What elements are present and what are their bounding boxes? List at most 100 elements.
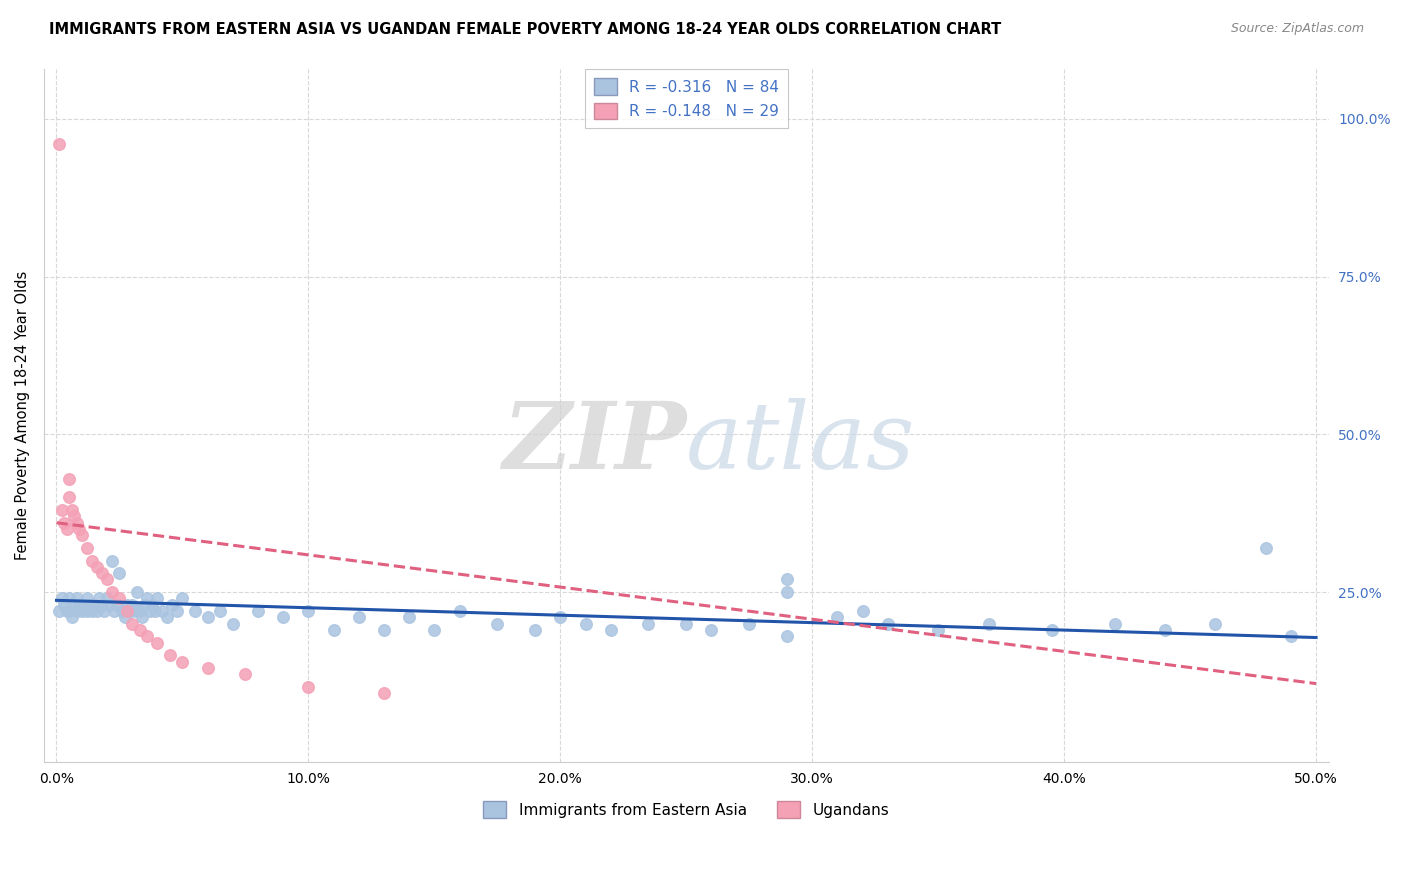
Point: [150, 604, 173, 618]
Point: [138, 604, 160, 618]
Point: [48, 604, 70, 618]
Point: [297, 604, 319, 618]
Point: [66, 604, 89, 618]
Point: [1154, 623, 1177, 637]
Point: [637, 616, 659, 631]
Point: [143, 604, 166, 618]
Point: [373, 623, 395, 637]
Point: [373, 686, 395, 700]
Point: [128, 604, 150, 618]
Point: [146, 635, 169, 649]
Point: [60, 610, 83, 624]
Point: [449, 604, 471, 618]
Point: [136, 629, 159, 643]
Point: [55, 522, 77, 536]
Point: [322, 623, 344, 637]
Point: [124, 604, 146, 618]
Point: [166, 604, 188, 618]
Point: [197, 661, 219, 675]
Point: [209, 604, 232, 618]
Point: [574, 616, 596, 631]
Point: [51, 591, 73, 606]
Point: [86, 604, 108, 618]
Point: [738, 616, 761, 631]
Point: [53, 516, 76, 530]
Point: [1104, 616, 1126, 631]
Point: [347, 610, 370, 624]
Point: [73, 598, 96, 612]
Point: [67, 598, 90, 612]
Point: [115, 598, 138, 612]
Point: [93, 604, 115, 618]
Point: [86, 560, 108, 574]
Point: [827, 610, 849, 624]
Point: [70, 528, 93, 542]
Point: [146, 591, 169, 606]
Point: [235, 667, 257, 681]
Point: [58, 604, 80, 618]
Point: [128, 623, 150, 637]
Point: [550, 610, 572, 624]
Point: [162, 598, 184, 612]
Point: [1254, 541, 1277, 555]
Point: [977, 616, 1000, 631]
Point: [118, 604, 141, 618]
Point: [297, 680, 319, 694]
Point: [67, 522, 90, 536]
Text: atlas: atlas: [686, 398, 915, 488]
Text: ZIP: ZIP: [502, 398, 686, 488]
Point: [90, 566, 112, 581]
Point: [184, 604, 207, 618]
Point: [108, 566, 131, 581]
Point: [131, 610, 153, 624]
Point: [398, 610, 420, 624]
Point: [98, 598, 121, 612]
Point: [197, 610, 219, 624]
Point: [121, 616, 143, 631]
Point: [70, 604, 93, 618]
Point: [1279, 629, 1302, 643]
Point: [66, 516, 89, 530]
Point: [524, 623, 547, 637]
Point: [134, 598, 156, 612]
Point: [58, 591, 80, 606]
Point: [76, 604, 98, 618]
Point: [172, 655, 194, 669]
Point: [80, 553, 103, 567]
Point: [77, 598, 100, 612]
Point: [96, 573, 118, 587]
Point: [53, 598, 76, 612]
Point: [66, 591, 89, 606]
Point: [247, 604, 270, 618]
Point: [1204, 616, 1226, 631]
Point: [776, 585, 799, 599]
Point: [156, 610, 179, 624]
Point: [1040, 623, 1063, 637]
Point: [58, 472, 80, 486]
Point: [172, 591, 194, 606]
Point: [423, 623, 446, 637]
Point: [105, 598, 128, 612]
Point: [700, 623, 723, 637]
Point: [58, 491, 80, 505]
Point: [80, 604, 103, 618]
Point: [90, 598, 112, 612]
Point: [127, 585, 149, 599]
Point: [76, 591, 98, 606]
Point: [271, 610, 294, 624]
Point: [159, 648, 181, 663]
Point: [108, 591, 131, 606]
Text: IMMIGRANTS FROM EASTERN ASIA VS UGANDAN FEMALE POVERTY AMONG 18-24 YEAR OLDS COR: IMMIGRANTS FROM EASTERN ASIA VS UGANDAN …: [49, 22, 1001, 37]
Point: [103, 604, 125, 618]
Point: [111, 604, 134, 618]
Y-axis label: Female Poverty Among 18-24 Year Olds: Female Poverty Among 18-24 Year Olds: [15, 271, 30, 560]
Point: [63, 598, 86, 612]
Text: Source: ZipAtlas.com: Source: ZipAtlas.com: [1230, 22, 1364, 36]
Point: [60, 503, 83, 517]
Point: [675, 616, 697, 631]
Point: [141, 598, 163, 612]
Point: [876, 616, 898, 631]
Point: [222, 616, 245, 631]
Point: [101, 585, 124, 599]
Point: [48, 137, 70, 152]
